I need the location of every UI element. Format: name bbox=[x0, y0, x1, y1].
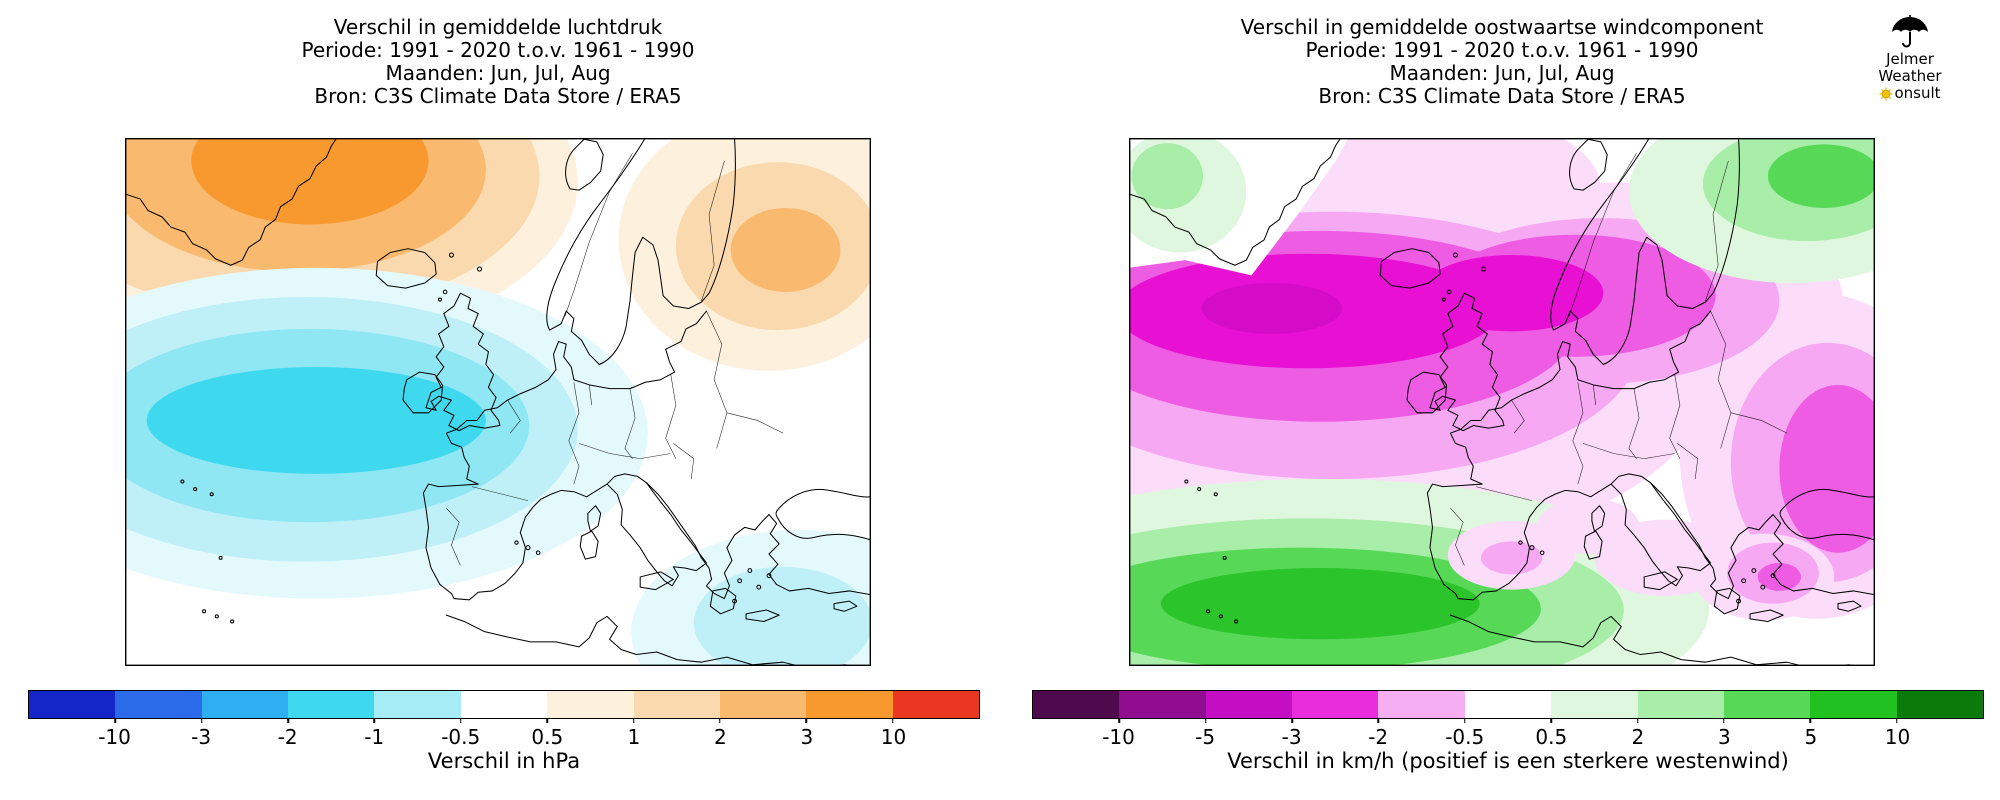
wind-colorbar-bar bbox=[1032, 690, 1984, 723]
colorbar-segment bbox=[1723, 691, 1811, 718]
aegean-wind-negative-spot bbox=[1757, 562, 1802, 591]
colorbar-tick-label: -3 bbox=[1281, 725, 1302, 749]
colorbar-tick-label: 1 bbox=[627, 725, 641, 749]
map-frame bbox=[1129, 138, 1875, 666]
colorbar-tick-label: -1 bbox=[364, 725, 385, 749]
colorbar-tick-mark bbox=[1723, 718, 1725, 723]
pressure-title-line3: Maanden: Jun, Jul, Aug bbox=[385, 61, 611, 85]
colorbar-tick-label: 0.5 bbox=[531, 725, 564, 749]
wind-title-block: Verschil in gemiddelde oostwaartse windc… bbox=[1129, 16, 1875, 108]
colorbar-tick-mark bbox=[719, 718, 721, 723]
colorbar-tick-label: -3 bbox=[191, 725, 212, 749]
wind-title-line4: Bron: C3S Climate Data Store / ERA5 bbox=[1318, 84, 1686, 108]
colorbar-tick-label: -2 bbox=[1368, 725, 1389, 749]
colorbar-tick-label: 10 bbox=[1884, 725, 1911, 749]
pressure-colorbar-bar bbox=[28, 690, 980, 723]
wind-anomaly-fills bbox=[1129, 138, 1875, 666]
map-frame bbox=[125, 138, 871, 666]
pressure-title-line1: Verschil in gemiddelde luchtdruk bbox=[333, 15, 663, 39]
wind-title-line1: Verschil in gemiddelde oostwaartse windc… bbox=[1240, 15, 1764, 39]
colorbar-segment bbox=[374, 691, 461, 718]
colorbar-segment bbox=[892, 691, 979, 718]
colorbar-tick-mark bbox=[1291, 718, 1293, 723]
colorbar-segment bbox=[1810, 691, 1897, 718]
colorbar-tick-mark bbox=[114, 718, 117, 723]
wind-title-line2: Periode: 1991 - 2020 t.o.v. 1961 - 1990 bbox=[1305, 38, 1699, 62]
umbrella-icon bbox=[1892, 15, 1928, 48]
colorbar-tick-mark bbox=[891, 718, 894, 723]
colorbar-tick-label: -2 bbox=[277, 725, 298, 749]
wind-colorbar-label: Verschil in km/h (positief is een sterke… bbox=[1227, 749, 1789, 773]
colorbar-tick-mark bbox=[1377, 718, 1380, 723]
colorbar-tick-label: -10 bbox=[1102, 725, 1135, 749]
colorbar-tick-label: 3 bbox=[800, 725, 814, 749]
pressure-title-line4: Bron: C3S Climate Data Store / ERA5 bbox=[314, 84, 682, 108]
colorbar-tick-label: -0.5 bbox=[1445, 725, 1485, 749]
colorbar-tick-label: 10 bbox=[880, 725, 907, 749]
colorbar-segment bbox=[288, 691, 375, 718]
pressure-map bbox=[125, 138, 871, 666]
colorbar-segment bbox=[719, 691, 807, 718]
colorbar-segment bbox=[1896, 691, 1983, 718]
pressure-colorbar-label: Verschil in hPa bbox=[427, 749, 581, 773]
atlantic-wind-positive-core bbox=[1160, 568, 1480, 640]
jelmer-weather-consult-logo: Jelmer Weather onsult bbox=[1840, 14, 1980, 102]
colorbar-tick-label: -10 bbox=[98, 725, 131, 749]
colorbar-segment bbox=[1378, 691, 1465, 718]
wind-title-line3: Maanden: Jun, Jul, Aug bbox=[1389, 61, 1615, 85]
colorbar-tick-label: 2 bbox=[1631, 725, 1645, 749]
atlantic-negative-core bbox=[146, 367, 486, 474]
colorbar-segment bbox=[547, 691, 634, 718]
colorbar-tick-label: 2 bbox=[713, 725, 727, 749]
blacksea-negative-core bbox=[1779, 384, 1875, 553]
pressure-colorbar: -10 -3 -2 -1 -0.5 0.5 1 2 3 10 Verschil in hPa bbox=[28, 690, 980, 773]
colorbar-tick-mark bbox=[373, 718, 376, 723]
colorbar-tick-mark bbox=[287, 718, 289, 723]
colorbar-segment bbox=[633, 691, 720, 718]
colorbar-tick-mark bbox=[200, 718, 203, 723]
colorbar-tick-label: 3 bbox=[1717, 725, 1731, 749]
logo-line2: Weather bbox=[1878, 67, 1942, 85]
colorbar-segment bbox=[115, 691, 202, 718]
colorbar-segment bbox=[1464, 691, 1552, 718]
colorbar-tick-mark bbox=[1636, 718, 1639, 723]
colorbar-segment bbox=[1205, 691, 1293, 718]
colorbar-tick-mark bbox=[1204, 718, 1207, 723]
colorbar-segment bbox=[201, 691, 289, 718]
colorbar-tick-label: -5 bbox=[1195, 725, 1216, 749]
colorbar-tick-mark bbox=[1895, 718, 1898, 723]
colorbar-tick-mark bbox=[1809, 718, 1812, 723]
colorbar-segment bbox=[1033, 691, 1120, 718]
wind-map bbox=[1129, 138, 1875, 666]
colorbar-segment bbox=[1637, 691, 1724, 718]
colorbar-segment bbox=[29, 691, 116, 718]
colorbar-tick-label: 5 bbox=[1804, 725, 1818, 749]
colorbar-tick-mark bbox=[460, 718, 462, 723]
aegean-negative-patch bbox=[693, 566, 871, 666]
pressure-colorbar-ticks: -10 -3 -2 -1 -0.5 0.5 1 2 3 10 bbox=[28, 719, 980, 749]
colorbar-segment bbox=[460, 691, 548, 718]
greenland-positive-core bbox=[191, 138, 429, 225]
pressure-anomaly-fills bbox=[125, 138, 871, 666]
colorbar-tick-mark bbox=[805, 718, 808, 723]
logo-line1: Jelmer bbox=[1886, 50, 1934, 68]
wind-colorbar: -10 -5 -3 -2 -0.5 0.5 2 3 5 10 Verschil in km/h (… bbox=[1032, 690, 1984, 773]
colorbar-tick-mark bbox=[546, 718, 548, 723]
colorbar-tick-mark bbox=[1550, 718, 1552, 723]
logo-line3: onsult bbox=[1894, 84, 1941, 102]
colorbar-tick-mark bbox=[1118, 718, 1121, 723]
wind-colorbar-ticks: -10 -5 -3 -2 -0.5 0.5 2 3 5 10 bbox=[1032, 719, 1984, 749]
pressure-title-line2: Periode: 1991 - 2020 t.o.v. 1961 - 1990 bbox=[301, 38, 695, 62]
colorbar-tick-mark bbox=[632, 718, 635, 723]
colorbar-segment bbox=[1551, 691, 1638, 718]
baltic-positive-core bbox=[730, 207, 841, 292]
colorbar-segment bbox=[806, 691, 893, 718]
colorbar-tick-mark bbox=[1464, 718, 1466, 723]
colorbar-segment bbox=[1119, 691, 1206, 718]
pressure-title-block: Verschil in gemiddelde luchtdruk Periode… bbox=[125, 16, 871, 108]
sun-icon bbox=[1879, 87, 1893, 100]
colorbar-tick-label: -0.5 bbox=[441, 725, 481, 749]
colorbar-segment bbox=[1292, 691, 1379, 718]
colorbar-tick-label: 0.5 bbox=[1535, 725, 1568, 749]
